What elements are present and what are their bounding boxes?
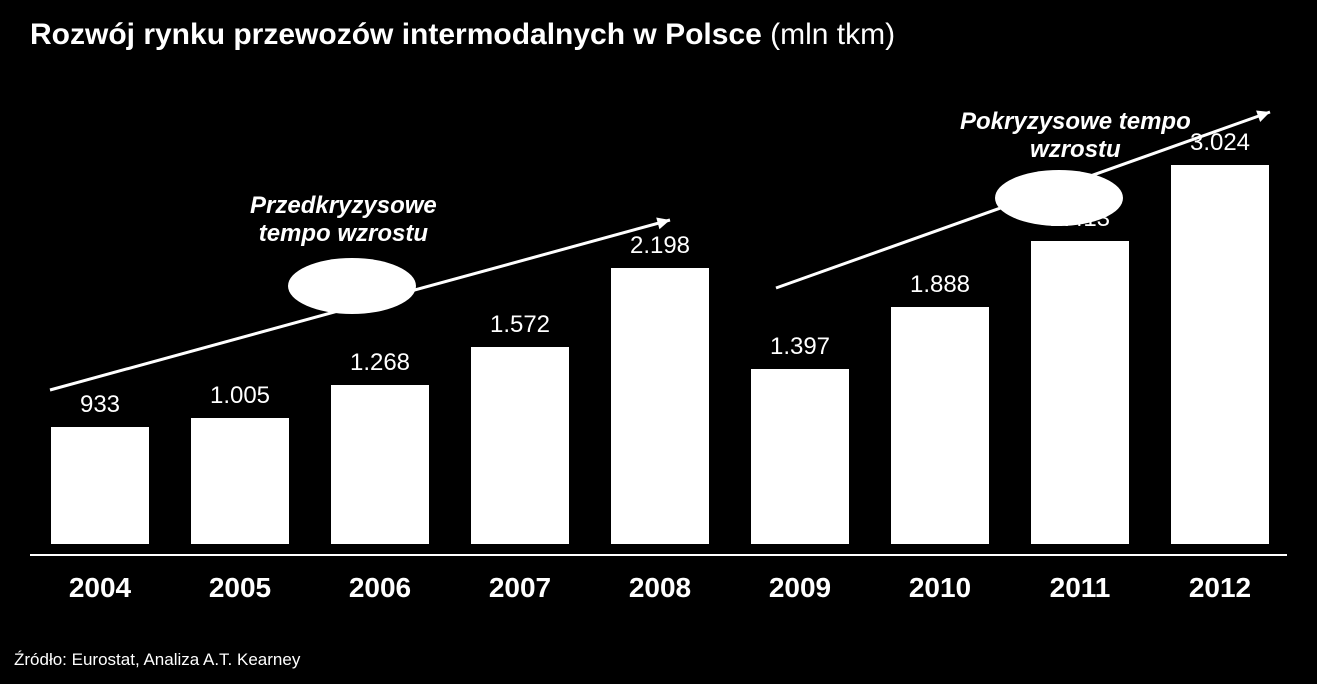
x-axis-labels: 200420052006200720082009201020112012 — [30, 556, 1287, 614]
bar-slot: 1.888 — [891, 271, 989, 544]
bar — [51, 427, 149, 544]
annotation-ellipse — [995, 170, 1123, 226]
x-axis-label: 2009 — [730, 572, 870, 604]
bar-slot: 1.005 — [191, 382, 289, 544]
bar-slot: 2.413 — [1031, 205, 1129, 544]
bar-chart: 933 1.005 1.268 1.572 2.198 1.397 1.888 2.413 3.… — [30, 70, 1287, 614]
bar — [471, 347, 569, 544]
chart-title-bold: Rozwój rynku przewozów intermodalnych w … — [30, 18, 762, 51]
x-axis-label: 2008 — [590, 572, 730, 604]
bar-slot: 933 — [51, 391, 149, 544]
bar-value-label: 2.198 — [630, 232, 690, 260]
bar — [751, 369, 849, 544]
bar-value-label: 1.572 — [490, 311, 550, 339]
x-axis-label: 2005 — [170, 572, 310, 604]
chart-title: Rozwój rynku przewozów intermodalnych w … — [30, 18, 895, 52]
bar-slot: 2.198 — [611, 232, 709, 544]
bar-slot: 1.572 — [471, 311, 569, 544]
bar-value-label: 1.005 — [210, 382, 270, 410]
bar — [1171, 165, 1269, 544]
chart-title-unit: (mln tkm) — [762, 18, 895, 51]
bar-value-label: 1.888 — [910, 271, 970, 299]
bar-value-label: 933 — [80, 391, 120, 419]
bar-value-label: 3.024 — [1190, 129, 1250, 157]
x-axis-label: 2011 — [1010, 572, 1150, 604]
plot-area: 933 1.005 1.268 1.572 2.198 1.397 1.888 2.413 3.… — [30, 70, 1287, 544]
x-axis-label: 2004 — [30, 572, 170, 604]
bar-slot: 3.024 — [1171, 129, 1269, 544]
bar-slot: 1.268 — [331, 349, 429, 544]
bar — [331, 385, 429, 544]
x-axis-label: 2006 — [310, 572, 450, 604]
bar-value-label: 1.397 — [770, 333, 830, 361]
annotation-label: Przedkryzysowetempo wzrostu — [250, 192, 437, 247]
bar — [1031, 241, 1129, 544]
bar-slot: 1.397 — [751, 333, 849, 544]
bar — [611, 268, 709, 544]
bar — [191, 418, 289, 544]
x-axis-label: 2007 — [450, 572, 590, 604]
source-text: Źródło: Eurostat, Analiza A.T. Kearney — [14, 650, 300, 670]
bar-value-label: 1.268 — [350, 349, 410, 377]
annotation-label: Pokryzysowe tempowzrostu — [960, 108, 1191, 163]
x-axis-label: 2010 — [870, 572, 1010, 604]
x-axis-label: 2012 — [1150, 572, 1290, 604]
annotation-ellipse — [288, 258, 416, 314]
bar — [891, 307, 989, 544]
